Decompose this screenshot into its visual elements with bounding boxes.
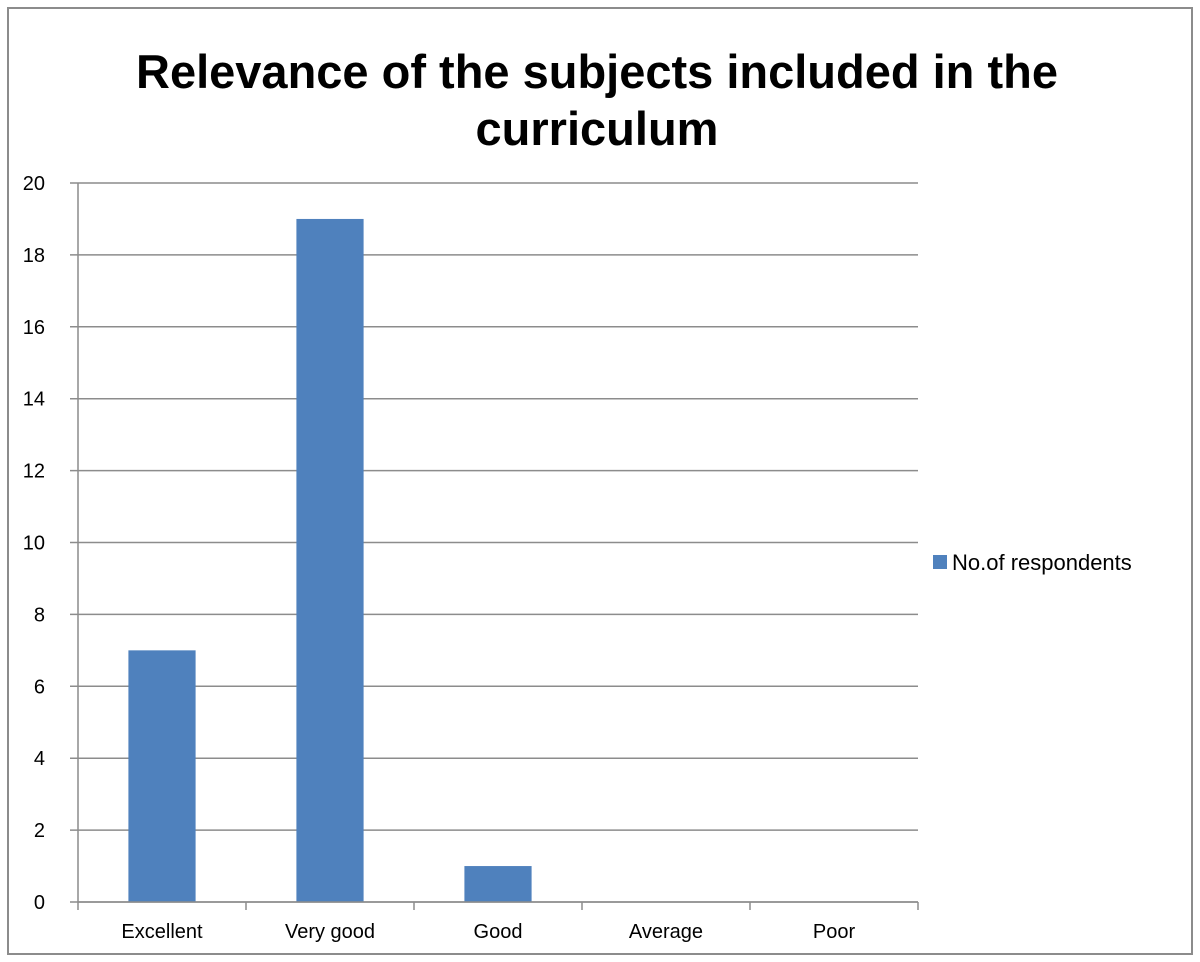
x-tick-label: Very good [285,921,375,943]
x-tick-label: Average [629,921,703,943]
chart-border [7,7,1193,955]
legend-label: No.of respondents [952,550,1132,575]
x-axis-ticks: Excellent Very good Good Average Poor [121,921,855,943]
x-tick-label: Excellent [121,921,203,943]
y-tick-label: 20 [23,173,45,195]
y-tick-label: 6 [34,676,45,698]
bar-good [464,866,532,902]
y-tick-label: 16 [23,317,45,339]
bar-very-good [296,218,364,902]
chart-title-line-1: Relevance of the subjects included in th… [136,45,1058,98]
y-tick-label: 4 [34,748,45,770]
bars [128,218,532,902]
legend-swatch [933,555,947,569]
y-tick-label: 10 [23,533,45,555]
bar-excellent [128,650,196,902]
legend: No.of respondents [933,550,1132,575]
x-tick-label: Poor [813,921,856,943]
y-tick-label: 18 [23,245,45,267]
y-tick-label: 14 [23,389,45,411]
chart-title-line-2: curriculum [476,102,719,155]
x-axis [77,901,919,910]
y-tick-label: 12 [23,461,45,483]
y-tick-label: 0 [34,892,45,914]
y-tick-label: 2 [34,820,45,842]
y-tick-label: 8 [34,604,45,626]
y-axis-ticks: 0 2 4 6 8 10 12 14 16 18 20 [23,173,45,914]
x-tick-label: Good [474,921,523,943]
